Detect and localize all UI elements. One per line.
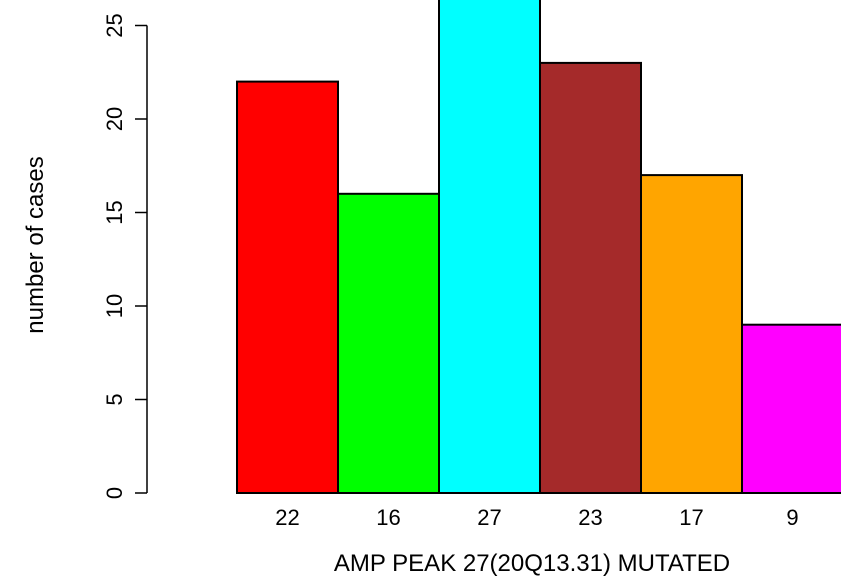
- y-axis: 0 5 10 15 20 25: [102, 13, 148, 499]
- y-tick-label: 25: [102, 13, 127, 37]
- bar-16: [337, 192, 440, 495]
- y-tick-label: 20: [102, 107, 127, 131]
- y-tick-label: 5: [102, 393, 127, 405]
- y-tick-label: 15: [102, 200, 127, 224]
- x-tick-label: 9: [786, 505, 798, 530]
- y-tick-label: 0: [102, 487, 127, 499]
- x-axis-title: AMP PEAK 27(20Q13.31) MUTATED: [334, 550, 730, 577]
- bars-group: [236, 0, 841, 495]
- bar-17: [640, 174, 743, 494]
- x-tick-label: 22: [275, 505, 299, 530]
- y-axis-title: number of cases: [22, 156, 49, 333]
- bar-22: [236, 80, 339, 494]
- x-tick-label: 27: [477, 505, 501, 530]
- x-tick-label: 17: [679, 505, 703, 530]
- x-tick-label: 23: [578, 505, 602, 530]
- x-tick-label: 16: [376, 505, 400, 530]
- bar-23: [539, 61, 642, 495]
- y-tick-label: 10: [102, 294, 127, 318]
- x-tick-labels: 22 16 27 23 17 9: [275, 505, 798, 530]
- bar-9: [741, 323, 841, 495]
- bar-27: [438, 0, 541, 494]
